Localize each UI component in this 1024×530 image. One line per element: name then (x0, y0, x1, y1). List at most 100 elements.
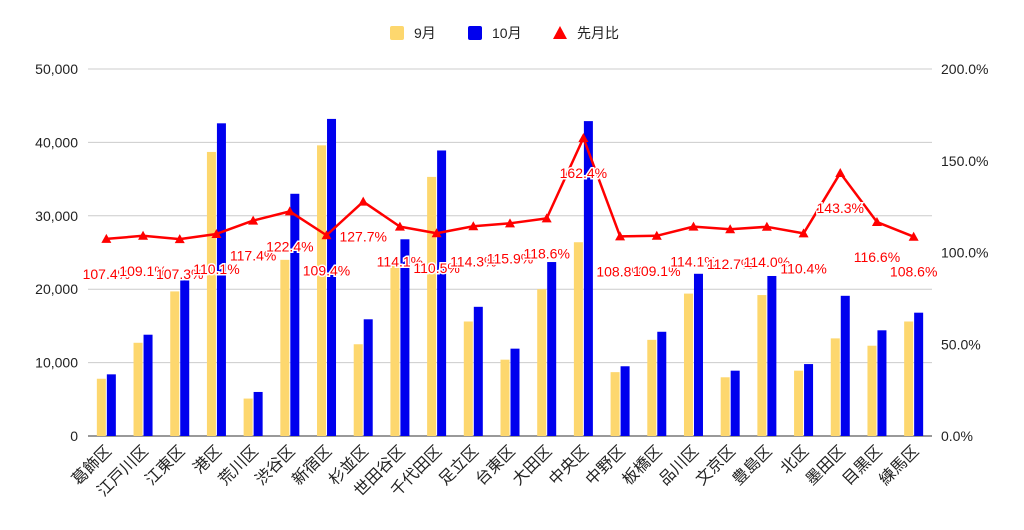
y-right-tick-label: 150.0% (941, 153, 988, 169)
ratio-data-label: 115.9% (487, 250, 533, 266)
x-category-label: 墨田区 (803, 443, 849, 489)
bar-sep (317, 145, 327, 436)
bar-oct (216, 123, 226, 436)
ratio-marker (358, 196, 369, 206)
ratio-data-label: 116.6% (854, 249, 900, 265)
bar-oct (253, 391, 263, 436)
bar-sep (720, 377, 730, 436)
ratio-data-label: 112.7% (707, 256, 753, 272)
bar-oct (620, 366, 630, 436)
bar-oct (767, 275, 777, 436)
ratio-marker (284, 206, 295, 216)
y-left-tick-label: 30,000 (35, 208, 78, 224)
bar-oct (143, 334, 153, 436)
ratio-data-label: 143.3% (817, 200, 864, 216)
bar-sep (170, 291, 180, 436)
ratio-marker (725, 224, 736, 234)
ratio-marker (761, 221, 772, 231)
y-right-tick-label: 50.0% (941, 336, 981, 352)
ratio-data-label: 122.4% (266, 238, 313, 254)
ratio-data-label: 110.4% (780, 260, 826, 276)
y-left-tick-label: 20,000 (35, 281, 78, 297)
y-left-tick-label: 0 (70, 428, 78, 444)
legend[interactable]: 9月 10月 先月比 (390, 25, 619, 41)
ratio-marker (615, 231, 626, 241)
bar-sep (280, 259, 290, 436)
ratio-data-label: 114.3% (450, 253, 496, 269)
bar-sep (647, 339, 657, 436)
x-category-label: 足立区 (435, 442, 482, 489)
bars-layer (96, 118, 924, 437)
ratio-marker (211, 228, 222, 238)
x-category-label: 荒川区 (215, 442, 262, 489)
bar-oct (583, 121, 593, 436)
x-category-label: 板橋区 (619, 442, 666, 489)
x-category-label: 新宿区 (289, 442, 336, 489)
ratio-data-label: 107.4% (83, 266, 130, 282)
ratio-data-label: 108.6% (890, 264, 937, 280)
bar-oct (473, 306, 483, 436)
bar-sep (463, 321, 473, 436)
x-category-label: 目黒区 (840, 443, 886, 489)
bar-oct (510, 348, 520, 436)
bar-sep (206, 151, 216, 436)
ratio-data-label: 127.7% (339, 229, 386, 245)
bar-oct (327, 118, 337, 437)
x-category-label: 練馬区 (876, 442, 923, 489)
bar-sep (537, 289, 547, 436)
x-category-label: 品川区 (656, 443, 702, 489)
y-left-tick-label: 10,000 (35, 355, 78, 371)
ratio-marker (835, 168, 846, 178)
y-left-tick-label: 40,000 (35, 134, 78, 150)
bar-oct (400, 239, 410, 436)
bar-sep (427, 176, 437, 436)
bar-sep (500, 359, 510, 436)
ratio-marker (578, 132, 589, 142)
bar-sep (830, 338, 840, 436)
bar-oct (437, 150, 447, 436)
ratio-data-label: 110.5% (413, 260, 459, 276)
bar-oct (877, 330, 887, 436)
ratio-data-label: 109.1% (633, 263, 680, 279)
bar-oct (180, 280, 190, 436)
legend-swatch-ratio (553, 26, 567, 39)
ratio-data-label: 109.4% (303, 262, 350, 278)
x-category-label: 台東区 (472, 442, 519, 489)
legend-label-sep: 9月 (414, 25, 436, 41)
bar-sep (794, 370, 804, 436)
bar-sep (353, 344, 363, 436)
ratio-marker (394, 221, 405, 231)
ratio-marker (431, 228, 442, 238)
ratio-marker (908, 231, 919, 241)
x-category-label: 渋谷区 (252, 442, 299, 489)
legend-label-ratio: 先月比 (577, 25, 619, 41)
ratio-marker (248, 215, 259, 225)
bar-sep (610, 372, 620, 436)
bar-sep (96, 378, 106, 436)
bar-oct (363, 319, 373, 436)
ratio-marker (468, 221, 479, 231)
line-layer: 107.4%109.1%107.3%110.1%117.4%122.4%109.… (81, 132, 939, 284)
ratio-marker (871, 217, 882, 227)
ratio-marker (688, 221, 699, 231)
ratio-data-label: 114.0% (744, 254, 790, 270)
legend-swatch-sep (390, 26, 404, 40)
y-right-tick-label: 200.0% (941, 61, 988, 77)
x-category-label: 豊島区 (729, 442, 776, 489)
ratio-data-label: 114.1% (670, 254, 716, 270)
bar-oct (106, 374, 116, 436)
bar-sep (757, 295, 767, 436)
bar-sep (904, 321, 914, 436)
ratio-marker (101, 233, 112, 243)
ratio-marker (651, 230, 662, 240)
ratio-data-label: 117.4% (230, 248, 276, 264)
legend-label-oct: 10月 (492, 25, 522, 41)
legend-swatch-oct (468, 26, 482, 40)
ratio-data-label: 118.6% (523, 245, 569, 261)
bar-sep (390, 263, 400, 436)
y-right-tick-label: 0.0% (941, 428, 973, 444)
ratio-data-label: 110.1% (193, 261, 239, 277)
ratio-marker (798, 228, 809, 238)
